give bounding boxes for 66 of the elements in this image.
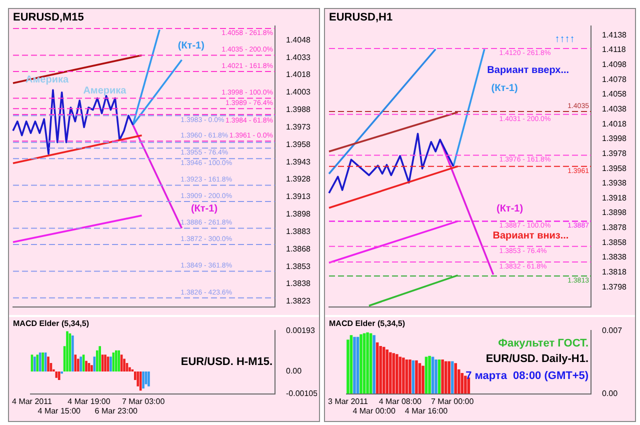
x-tick-label: 7 Mar 00:00 (431, 396, 474, 406)
annotation: (Кт-1) (491, 82, 518, 94)
chart-title: EURUSD,H1 (329, 12, 393, 24)
x-tick-label: 4 Mar 19:00 (68, 396, 111, 406)
y-tick-label: 0.00 (286, 366, 302, 376)
y-tick-label: 1.4078 (602, 74, 628, 84)
y-tick-label: 1.4058 (602, 90, 628, 99)
annotation: (Кт-1) (190, 204, 218, 215)
y-tick-label: 1.3838 (286, 279, 312, 288)
annotation: (Кт-1) (178, 40, 204, 52)
y-tick-label: 1.3958 (602, 164, 628, 173)
annotation: 7 марта 08:00 (GMT+5) (466, 370, 589, 382)
y-tick-label: 1.3798 (602, 282, 628, 292)
x-tick-label: 4 Mar 00:00 (352, 406, 396, 416)
y-tick-label: 1.3938 (602, 178, 628, 188)
y-tick-label: 1.3868 (286, 244, 312, 254)
y-tick-label: 1.3853 (286, 262, 312, 271)
x-tick-label: 4 Mar 08:00 (378, 396, 422, 406)
y-tick-label: 1.3943 (286, 157, 312, 166)
y-tick-label: 1.3913 (286, 192, 312, 202)
annotation: Америка (26, 74, 69, 86)
annotation: EUR/USD. Daily-H1. (486, 353, 589, 366)
y-tick-label: 1.4003 (286, 88, 312, 97)
annotation: Факультет ГОСТ. (498, 337, 589, 350)
x-tick-label: 4 Mar 2011 (12, 396, 52, 406)
y-tick-label: 1.3973 (286, 122, 312, 132)
x-tick-label: 4 Mar 15:00 (38, 406, 82, 416)
y-tick-label: 1.4048 (286, 35, 312, 44)
y-tick-label: 1.4033 (286, 52, 312, 62)
y-tick-label: 1.3838 (602, 252, 628, 262)
y-tick-label: 1.4038 (602, 104, 628, 114)
y-tick-label: 1.3988 (286, 105, 312, 114)
y-tick-label: 1.3858 (602, 238, 628, 247)
y-tick-label: 1.3918 (602, 193, 628, 202)
chart-title: MACD Elder (5,34,5) (329, 319, 406, 328)
annotation: Америка (83, 86, 127, 97)
chart-title: MACD Elder (5,34,5) (13, 319, 90, 328)
y-tick-label: 1.4018 (286, 70, 312, 80)
y-tick-label: 1.3998 (602, 134, 628, 144)
y-tick-label: 0.00 (602, 389, 618, 398)
y-tick-label: 0.00193 (286, 326, 316, 335)
y-tick-label: 1.4118 (602, 45, 626, 54)
annotation: Вариант вверх... (487, 64, 570, 76)
chart-title: EURUSD,M15 (13, 12, 84, 24)
y-tick-label: 1.3883 (286, 226, 312, 236)
y-tick-label: -0.00105 (286, 389, 318, 398)
annotation: (Кт-1) (496, 204, 524, 215)
x-tick-label: 4 Mar 16:00 (404, 406, 448, 416)
y-tick-label: 1.4098 (602, 60, 628, 69)
y-tick-label: 1.3898 (286, 210, 312, 219)
y-tick-label: 1.3978 (602, 148, 628, 158)
y-tick-label: 1.3958 (286, 140, 312, 149)
y-tick-label: 1.3878 (602, 223, 628, 232)
y-tick-label: 1.4018 (602, 119, 628, 128)
annotation: ↑↑↑↑ (554, 34, 575, 46)
annotation: Вариант вниз... (492, 230, 569, 242)
y-tick-label: 1.4138 (602, 30, 628, 40)
annotation: EUR/USD. H-M15. (180, 356, 273, 368)
y-tick-label: 1.3823 (286, 296, 312, 306)
y-tick-label: 1.3818 (602, 268, 628, 277)
y-tick-label: 0.007 (602, 326, 623, 335)
y-tick-label: 1.3898 (602, 208, 628, 218)
x-tick-label: 6 Mar 23:00 (94, 406, 138, 416)
x-tick-label: 3 Mar 2011 (328, 396, 368, 406)
x-tick-label: 7 Mar 03:00 (122, 396, 166, 406)
y-tick-label: 1.3928 (286, 174, 312, 184)
